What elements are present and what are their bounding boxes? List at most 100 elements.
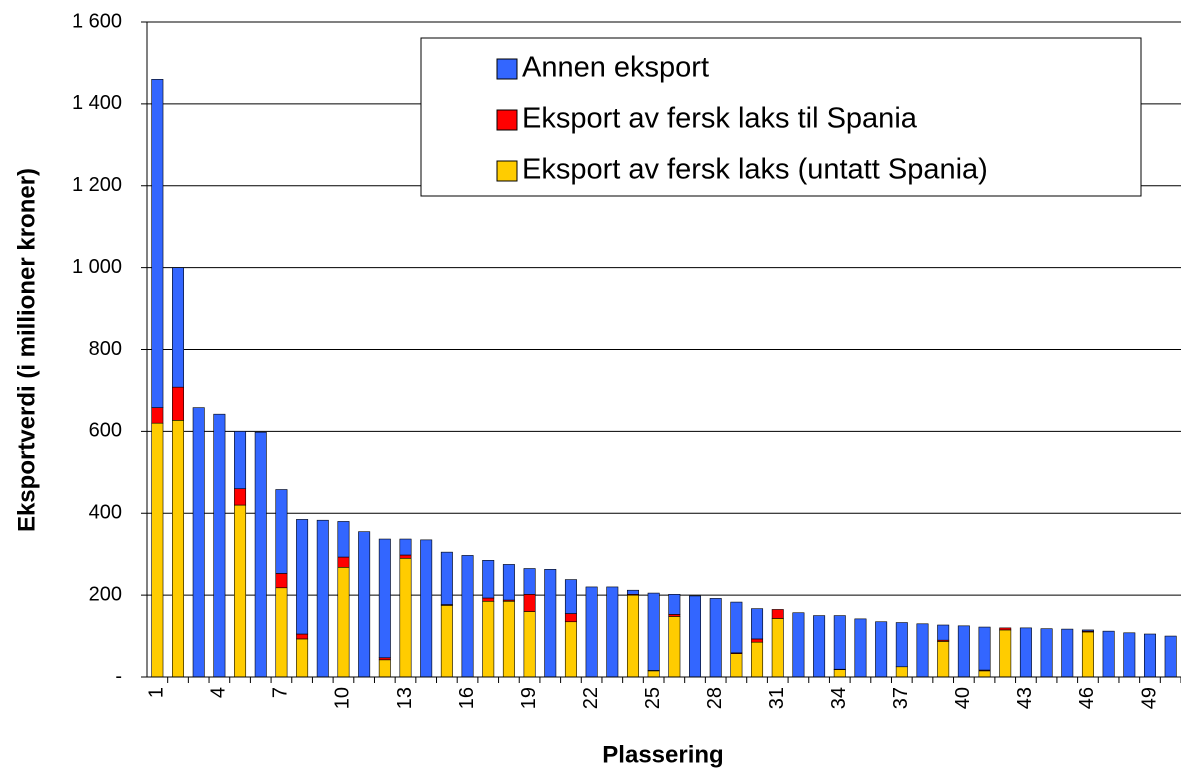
bar-segment — [337, 566, 350, 678]
x-tick-label: 19 — [518, 687, 540, 709]
bar-segment — [730, 653, 743, 678]
bar-segment — [337, 521, 350, 558]
bar-segment — [358, 531, 371, 678]
bar-segment — [937, 641, 950, 678]
bar-segment — [1061, 628, 1074, 678]
bar-segment — [461, 555, 474, 678]
y-tick-label: 1 600 — [72, 10, 122, 32]
bar-segment — [999, 629, 1012, 678]
bar-segment — [564, 621, 577, 678]
bar-segment — [523, 611, 536, 678]
bar-segment — [916, 623, 929, 678]
bar-segment — [833, 669, 846, 678]
bar-segment — [647, 670, 660, 678]
x-tick-label: 31 — [766, 687, 788, 709]
bar-segment — [606, 586, 619, 678]
bar-segment — [172, 267, 185, 388]
legend-swatch — [496, 58, 518, 80]
x-tick-label: 10 — [332, 687, 354, 709]
bar-segment — [751, 608, 764, 640]
bar-segment — [482, 600, 495, 678]
bar-segment — [647, 592, 660, 671]
bar-segment — [751, 641, 764, 678]
bar-segment — [316, 519, 329, 678]
bar-segment — [668, 614, 681, 617]
bar-segment — [234, 488, 247, 506]
x-tick-label: 13 — [394, 687, 416, 709]
bar-segment — [937, 624, 950, 641]
bar-segment — [378, 538, 391, 659]
legend: Annen eksport Eksport av fersk laks til S… — [420, 37, 1142, 197]
bar-segment — [502, 600, 515, 678]
bar-segment — [399, 557, 412, 678]
legend-swatch — [496, 109, 518, 131]
bar-segment — [771, 609, 784, 619]
legend-label: Eksport av fersk laks (untatt Spania) — [522, 154, 988, 186]
bar-segment — [1081, 631, 1094, 678]
bar-segment — [1164, 635, 1177, 678]
y-tick-label: - — [115, 665, 122, 687]
bar-segment — [275, 489, 288, 574]
bar-segment — [234, 504, 247, 678]
y-tick-label: 1 000 — [72, 256, 122, 278]
x-tick-label: 40 — [952, 687, 974, 709]
bar-segment — [709, 598, 722, 678]
bar-segment — [1143, 633, 1156, 678]
bar-segment — [585, 586, 598, 678]
bar-segment — [172, 420, 185, 678]
y-axis-title: Eksportverdi (i millioner kroner) — [13, 168, 40, 532]
bar-segment — [213, 413, 226, 678]
bar-segment — [275, 587, 288, 678]
bar-segment — [751, 638, 764, 643]
bar-segment — [482, 597, 495, 602]
bar-segment — [420, 539, 433, 678]
bar-segment — [1040, 628, 1053, 678]
y-tick-label: 1 200 — [72, 174, 122, 196]
bar-segment — [378, 657, 391, 661]
x-axis-title: Plassering — [602, 741, 723, 768]
x-tick-label: 7 — [270, 687, 292, 698]
bar-segment — [730, 601, 743, 654]
bar-segment — [523, 594, 536, 612]
legend-box — [420, 37, 1142, 197]
bar-segment — [813, 615, 826, 678]
bar-segment — [771, 618, 784, 678]
x-tick-label: 4 — [208, 687, 230, 698]
bar-segment — [668, 616, 681, 678]
bar-segment — [296, 638, 309, 678]
bar-segment — [564, 579, 577, 614]
bar-segment — [296, 519, 309, 635]
bar-segment — [151, 422, 164, 678]
y-tick-label: 1 400 — [72, 92, 122, 114]
bar-segment — [275, 573, 288, 589]
bar-segment — [854, 618, 867, 678]
bar-segment — [440, 551, 453, 605]
bar-segment — [254, 431, 267, 678]
bar-segment — [440, 605, 453, 678]
x-tick-label: 46 — [1076, 687, 1098, 709]
bar-segment — [378, 659, 391, 678]
x-tick-label: 37 — [890, 687, 912, 709]
bar-segment — [151, 407, 164, 424]
bar-segment — [978, 670, 991, 678]
x-tick-label: 43 — [1014, 687, 1036, 709]
legend-label: Eksport av fersk laks til Spania — [522, 103, 918, 135]
x-tick-label: 22 — [580, 687, 602, 709]
bar-segment — [999, 627, 1012, 631]
bar-segment — [895, 622, 908, 668]
bar-segment — [833, 615, 846, 670]
bar-segment — [564, 613, 577, 623]
x-tick-label: 16 — [456, 687, 478, 709]
y-tick-label: 600 — [89, 420, 122, 442]
bar-segment — [875, 621, 888, 678]
legend-label: Annen eksport — [522, 52, 709, 84]
x-tick-label: 28 — [704, 687, 726, 709]
bar-segment — [399, 538, 412, 556]
bar-segment — [895, 666, 908, 678]
bar-segment — [234, 431, 247, 489]
bar-segment — [502, 564, 515, 601]
bar-segment — [792, 612, 805, 678]
bar-segment — [192, 407, 205, 678]
bar-segment — [1102, 630, 1115, 678]
bar-segment — [957, 625, 970, 678]
